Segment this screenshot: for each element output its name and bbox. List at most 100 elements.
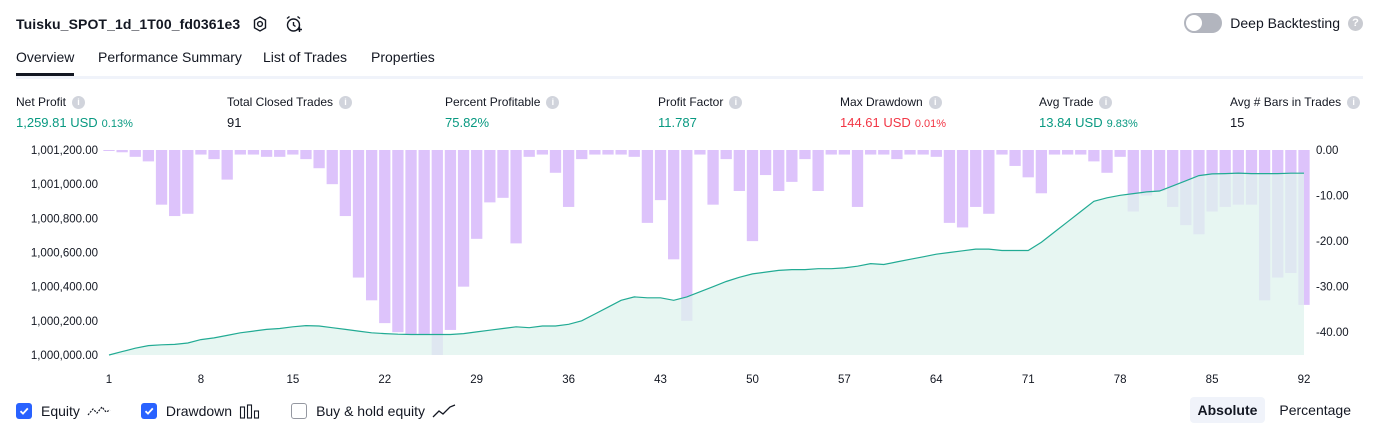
metric-value: 15: [1230, 115, 1245, 130]
right-axis-tick: -20.00: [1316, 236, 1349, 248]
buy-hold-line-icon: [432, 403, 456, 419]
drawdown-bar: [260, 150, 273, 157]
info-icon[interactable]: i: [72, 95, 86, 109]
strategy-title: Tuisku_SPOT_1d_1T00_fd0361e3: [16, 16, 241, 32]
equity-line-icon: [87, 403, 111, 419]
drawdown-bar: [930, 150, 942, 157]
metric-label: Avg Trade: [1039, 95, 1094, 109]
x-axis-tick: 36: [562, 374, 575, 386]
tab-properties[interactable]: Properties: [371, 49, 435, 65]
right-axis: 0.00 -10.00 -20.00 -30.00 -40.00: [1316, 145, 1349, 339]
tab-performance-summary[interactable]: Performance Summary: [98, 49, 242, 65]
drawdown-bar: [746, 150, 759, 242]
left-axis-tick: 1,001,000.00: [31, 179, 98, 191]
left-axis-tick: 1,000,000.00: [31, 350, 98, 362]
drawdown-bar: [1075, 150, 1087, 155]
drawdown-bar: [733, 150, 745, 191]
left-axis-tick: 1,000,400.00: [31, 282, 98, 294]
left-axis: 1,001,200.00 1,001,000.00 1,000,800.00 1,00…: [31, 145, 98, 362]
equity-checkbox[interactable]: [16, 403, 32, 419]
buy-hold-checkbox[interactable]: [291, 403, 308, 419]
tab-list-of-trades[interactable]: List of Trades: [263, 49, 348, 65]
info-icon[interactable]: i: [1099, 95, 1113, 109]
metric-value: 1,259.81 USD: [16, 115, 98, 130]
drawdown-bar: [549, 150, 562, 173]
drawdown-bar: [668, 150, 680, 260]
drawdown-bar: [247, 150, 260, 155]
metrics-row: Net Profit i 1,259.81 USD 0.13% Total Clos…: [16, 94, 1363, 134]
info-icon[interactable]: i: [928, 95, 942, 109]
x-axis-tick: 22: [378, 374, 391, 386]
info-icon[interactable]: i: [1347, 95, 1361, 109]
drawdown-bar: [221, 150, 233, 180]
legend-label: Drawdown: [165, 403, 233, 419]
drawdown-bar: [313, 150, 325, 169]
x-axis-tick: 78: [1114, 374, 1127, 386]
metric-label: Total Closed Trades: [227, 95, 334, 109]
absolute-option[interactable]: Absolute: [1189, 397, 1266, 423]
drawdown-bar: [1022, 150, 1034, 178]
help-icon[interactable]: ?: [1348, 15, 1363, 31]
drawdown-bar: [681, 150, 693, 321]
info-icon[interactable]: i: [729, 95, 743, 109]
info-icon[interactable]: i: [339, 95, 353, 109]
metric-value: 91: [227, 115, 242, 130]
deep-backtesting-toggle[interactable]: [1184, 13, 1223, 33]
legend-drawdown[interactable]: Drawdown: [140, 403, 261, 419]
drawdown-bar: [891, 150, 903, 160]
drawdown-bar: [234, 150, 246, 155]
drawdown-bar: [615, 150, 627, 155]
drawdown-bar: [116, 150, 128, 153]
deep-backtesting-label: Deep Backtesting: [1230, 15, 1340, 31]
drawdown-bar: [418, 150, 430, 335]
x-axis-tick: 43: [654, 374, 667, 386]
drawdown-bar: [169, 150, 181, 217]
drawdown-bar: [405, 150, 417, 335]
drawdown-bar: [694, 150, 706, 155]
drawdown-bar: [851, 150, 864, 207]
x-axis-tick: 1: [106, 374, 112, 386]
drawdown-bar: [155, 150, 168, 205]
legend-buy-hold[interactable]: Buy & hold equity: [291, 403, 456, 419]
drawdown-bar: [576, 150, 588, 160]
equity-area: [109, 173, 1304, 355]
drawdown-bar: [1035, 150, 1048, 194]
metric-total-closed-trades: Total Closed Trades i 91: [227, 94, 353, 130]
info-icon[interactable]: i: [546, 95, 560, 109]
metric-value: 144.61 USD: [840, 115, 911, 130]
metric-label: Max Drawdown: [840, 95, 923, 109]
tab-overview[interactable]: Overview: [16, 49, 75, 76]
x-axis-tick: 15: [286, 374, 299, 386]
drawdown-bar: [339, 150, 352, 217]
drawdown-bar: [510, 150, 522, 244]
drawdown-bar: [707, 150, 719, 205]
drawdown-bar: [129, 150, 141, 157]
metric-percent: 0.13%: [101, 118, 133, 130]
settings-icon[interactable]: [250, 14, 270, 34]
legend-equity[interactable]: Equity: [16, 403, 111, 419]
metric-value: 75.82%: [445, 115, 490, 130]
drawdown-bar: [457, 150, 470, 287]
drawdown-bar: [103, 150, 115, 151]
drawdown-bar: [865, 150, 877, 155]
left-axis-tick: 1,001,200.00: [31, 145, 98, 157]
metric-avg-bars-in-trades: Avg # Bars in Trades i 15: [1230, 94, 1361, 130]
drawdown-checkbox[interactable]: [140, 403, 157, 419]
left-axis-tick: 1,000,200.00: [31, 316, 98, 328]
add-alert-icon[interactable]: [284, 14, 304, 34]
percentage-option[interactable]: Percentage: [1279, 402, 1351, 418]
drawdown-bar: [392, 150, 404, 333]
drawdown-bar: [1114, 150, 1126, 157]
metric-label: Profit Factor: [658, 95, 724, 109]
x-axis-tick: 57: [838, 374, 851, 386]
drawdown-bar: [562, 150, 575, 207]
drawdown-bar: [602, 150, 614, 155]
metric-value: 11.787: [658, 115, 697, 130]
equity-drawdown-chart[interactable]: 1,001,200.00 1,001,000.00 1,000,800.00 1,00…: [0, 140, 1379, 392]
metric-avg-trade: Avg Trade i 13.84 USD 9.83%: [1039, 94, 1138, 130]
metric-label: Net Profit: [16, 95, 67, 109]
value-mode-switch: Absolute Percentage: [1184, 397, 1360, 423]
metric-percent-profitable: Percent Profitable i 75.82%: [445, 94, 560, 130]
drawdown-bar: [1009, 150, 1021, 166]
metric-percent: 0.01%: [914, 118, 947, 130]
